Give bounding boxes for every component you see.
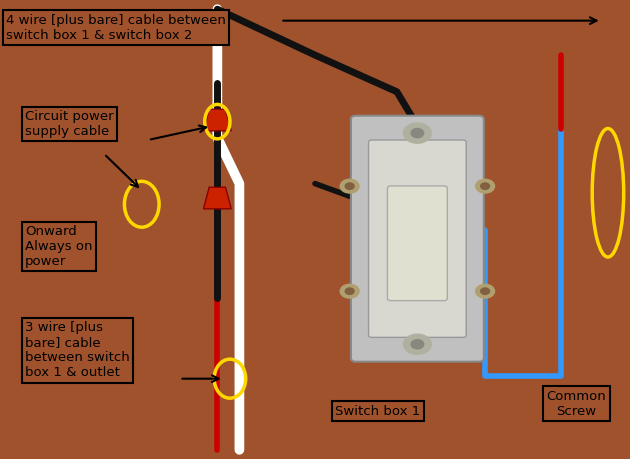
Circle shape: [403, 334, 431, 354]
FancyBboxPatch shape: [369, 140, 466, 337]
Text: Switch box 1: Switch box 1: [335, 405, 421, 418]
Circle shape: [481, 288, 490, 294]
FancyBboxPatch shape: [351, 116, 484, 362]
FancyBboxPatch shape: [387, 186, 447, 301]
Circle shape: [411, 129, 423, 138]
Circle shape: [476, 179, 495, 193]
Circle shape: [345, 183, 354, 190]
Circle shape: [481, 183, 490, 190]
Circle shape: [340, 179, 359, 193]
Text: 3 wire [plus
bare] cable
between switch
box 1 & outlet: 3 wire [plus bare] cable between switch …: [25, 321, 130, 379]
Polygon shape: [203, 109, 231, 131]
Circle shape: [403, 123, 431, 143]
Circle shape: [345, 288, 354, 294]
Circle shape: [476, 284, 495, 298]
Text: Onward
Always on
power: Onward Always on power: [25, 225, 93, 268]
Circle shape: [340, 284, 359, 298]
Text: Circuit power
supply cable: Circuit power supply cable: [25, 110, 114, 138]
Text: Common
Screw: Common Screw: [547, 390, 606, 418]
Circle shape: [411, 340, 423, 349]
Text: 4 wire [plus bare] cable between
switch box 1 & switch box 2: 4 wire [plus bare] cable between switch …: [6, 14, 226, 42]
Polygon shape: [203, 187, 231, 209]
